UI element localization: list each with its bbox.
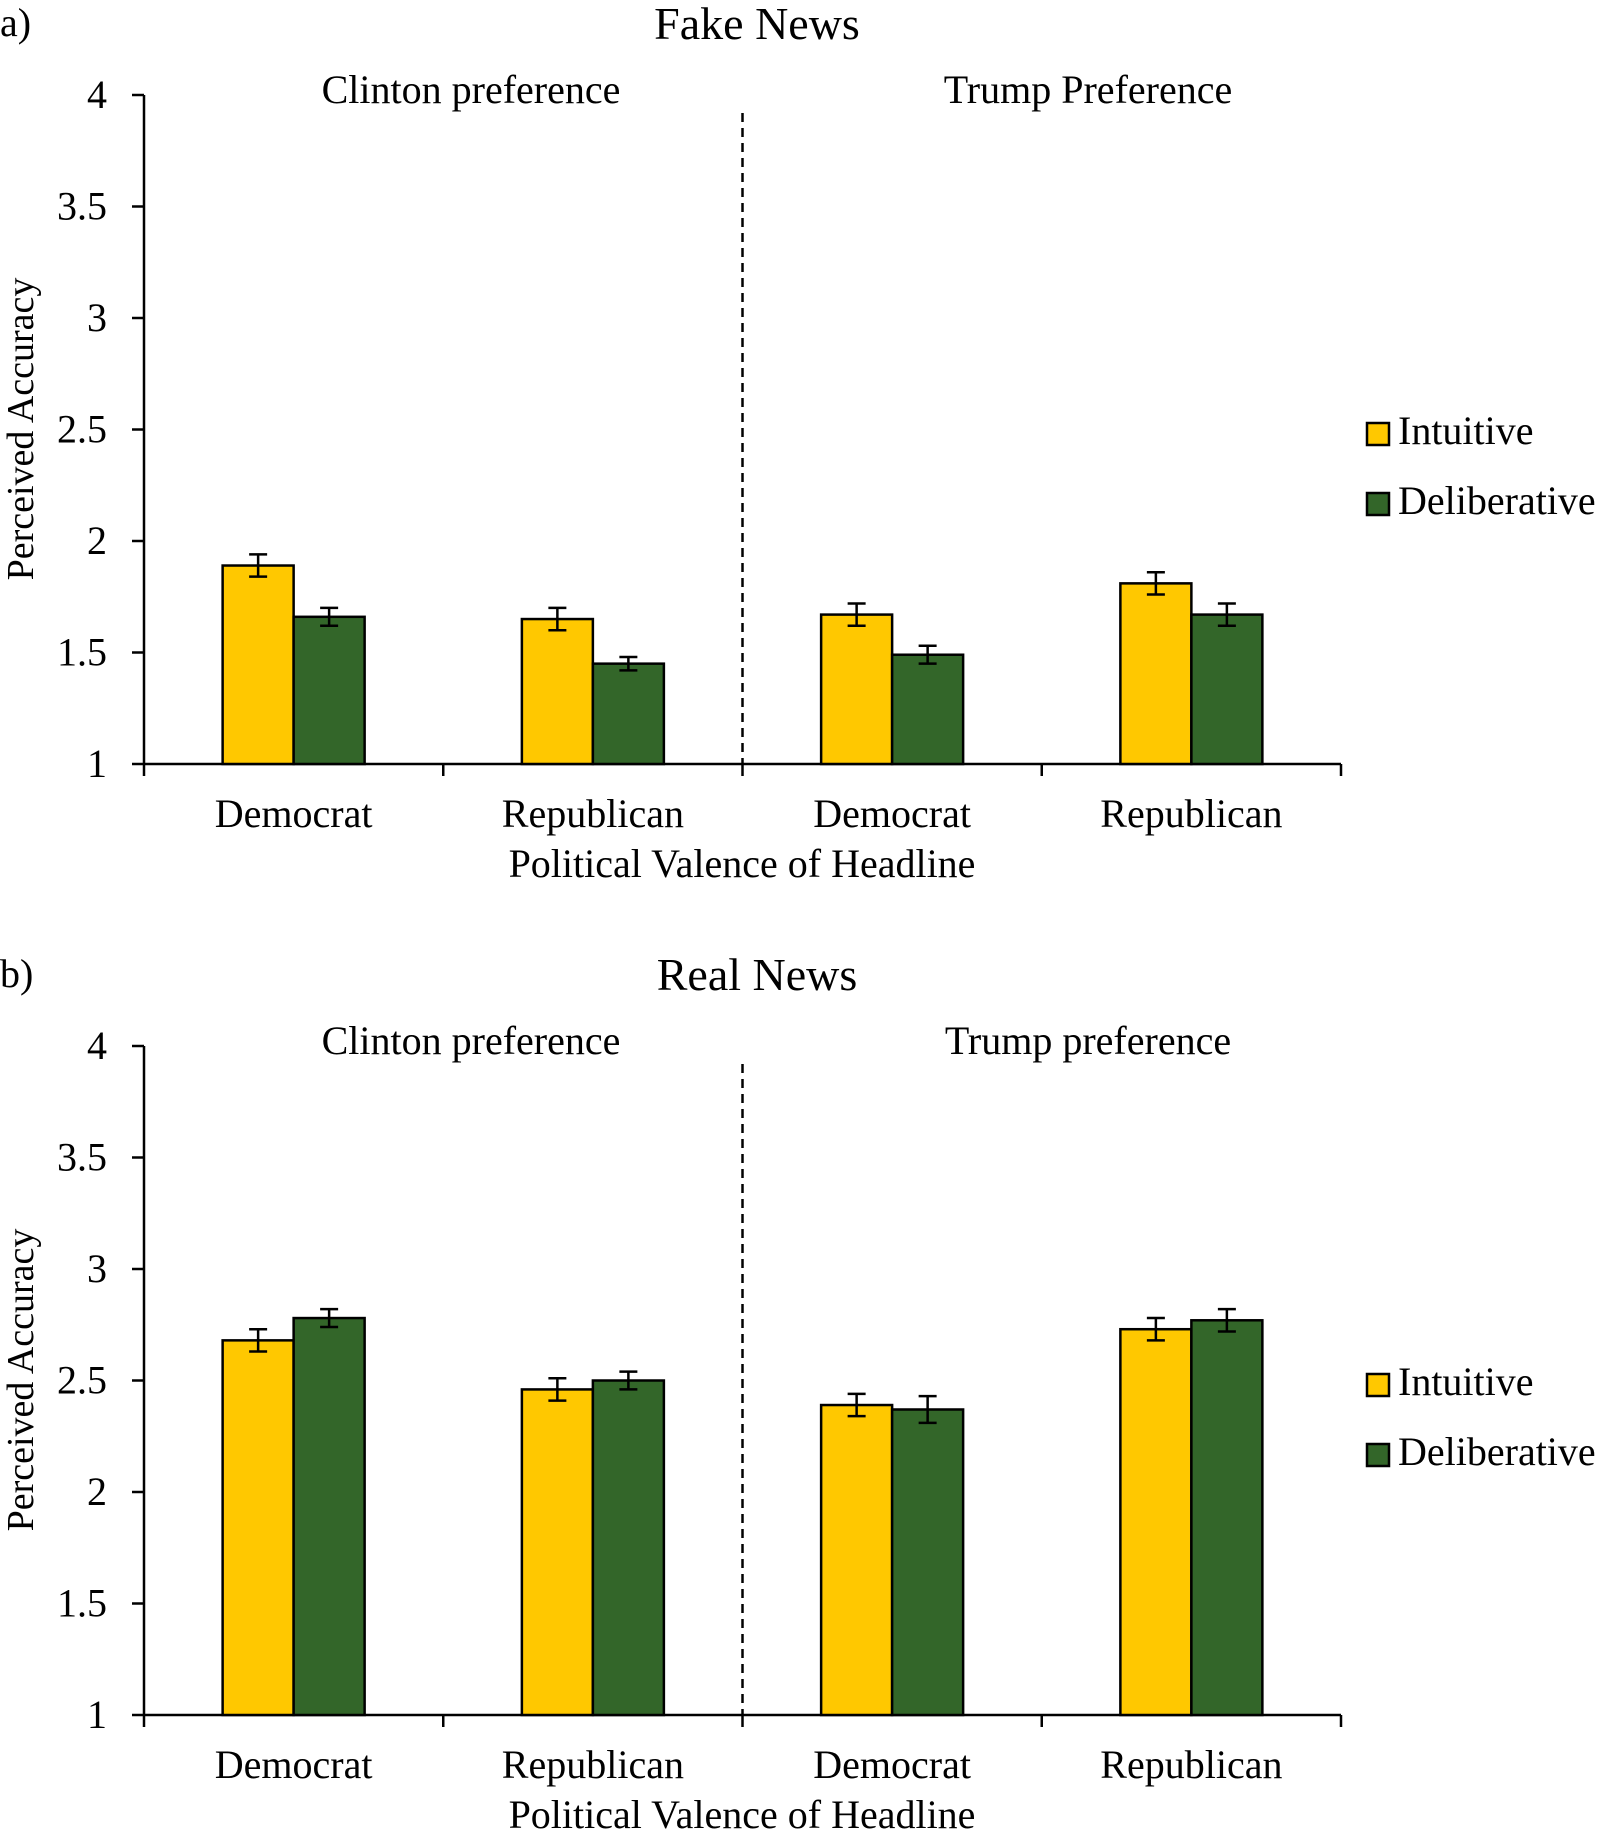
- legend-swatch: [1365, 1372, 1391, 1398]
- y-tick-label: 4: [87, 72, 107, 117]
- legend-swatch: [1365, 421, 1391, 447]
- y-tick-label: 2: [87, 1469, 107, 1514]
- chart-title: Real News: [657, 949, 858, 1000]
- bar: [1119, 582, 1193, 766]
- x-tick-label: Republican: [1100, 791, 1282, 836]
- y-tick-label: 4: [87, 1023, 107, 1068]
- group-label: Trump preference: [945, 1018, 1231, 1063]
- x-tick-label: Republican: [502, 1742, 684, 1787]
- x-tick-label: Republican: [1100, 1742, 1282, 1787]
- bar: [221, 564, 295, 766]
- y-tick-label: 3.5: [57, 184, 107, 229]
- panel-label: b): [0, 951, 33, 996]
- chart-title: Fake News: [654, 0, 860, 49]
- bar: [890, 653, 965, 766]
- y-tick-label: 1.5: [57, 1581, 107, 1626]
- bar: [591, 662, 666, 766]
- y-tick-label: 2.5: [57, 1358, 107, 1403]
- panel-label: a): [0, 0, 31, 45]
- bar: [1190, 1319, 1264, 1717]
- group-label: Clinton preference: [322, 67, 621, 112]
- bar: [292, 1316, 366, 1717]
- legend-swatch: [1365, 491, 1391, 517]
- bar: [520, 1388, 595, 1717]
- bar: [292, 615, 366, 766]
- legend-label: Intuitive: [1398, 408, 1534, 453]
- x-tick-label: Democrat: [215, 791, 373, 836]
- chart-panel-1: b) Real News 1 1.5 2 2.5 3 3.5 4 Perceived Accura…: [0, 949, 1596, 1835]
- bar: [1119, 1327, 1193, 1717]
- x-tick-label: Democrat: [813, 791, 971, 836]
- bar: [890, 1408, 965, 1717]
- x-tick-label: Democrat: [215, 1742, 373, 1787]
- bar: [819, 613, 894, 766]
- group-label: Clinton preference: [322, 1018, 621, 1063]
- bar: [520, 617, 595, 766]
- y-tick-label: 1: [87, 1692, 107, 1737]
- x-axis-label: Political Valence of Headline: [509, 841, 976, 886]
- legend-label: Deliberative: [1398, 1429, 1596, 1474]
- y-tick-label: 1: [87, 741, 107, 786]
- chart-panel-0: a) Fake News 1 1.5 2 2.5 3 3.5 4 Perceived Accura…: [0, 0, 1596, 886]
- bar: [819, 1403, 894, 1717]
- group-label: Trump Preference: [944, 67, 1232, 112]
- y-tick-label: 2: [87, 518, 107, 563]
- y-tick-label: 3.5: [57, 1135, 107, 1180]
- y-tick-label: 3: [87, 1246, 107, 1291]
- legend-label: Intuitive: [1398, 1359, 1534, 1404]
- y-tick-label: 1.5: [57, 630, 107, 675]
- y-tick-label: 2.5: [57, 407, 107, 452]
- y-axis-label: Perceived Accuracy: [0, 278, 42, 581]
- bar: [591, 1379, 666, 1717]
- bar: [1190, 613, 1264, 766]
- y-axis-label: Perceived Accuracy: [0, 1229, 42, 1532]
- bar: [221, 1339, 295, 1717]
- legend-label: Deliberative: [1398, 478, 1596, 523]
- y-tick-label: 3: [87, 295, 107, 340]
- x-tick-label: Democrat: [813, 1742, 971, 1787]
- x-axis-label: Political Valence of Headline: [509, 1792, 976, 1830]
- x-tick-label: Republican: [502, 791, 684, 836]
- legend-swatch: [1365, 1442, 1391, 1468]
